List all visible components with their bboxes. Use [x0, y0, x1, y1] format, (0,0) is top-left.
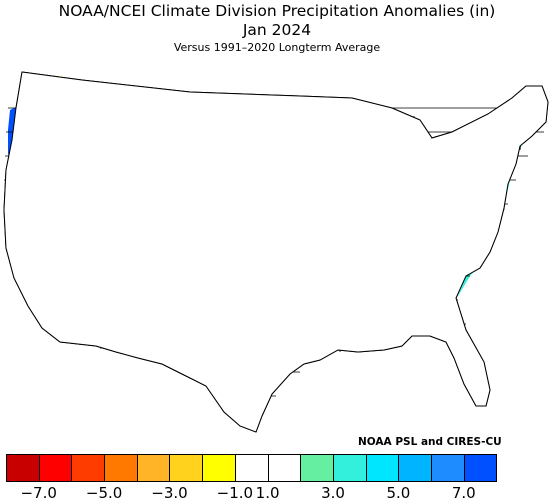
map-month: Jan 2024 [242, 21, 312, 39]
colorbar-swatch [463, 454, 498, 482]
colorbar-swatch [38, 454, 73, 482]
credit-label: NOAA PSL and CIRES-CU [358, 436, 502, 448]
colorbar-swatch [169, 454, 204, 482]
colorbar-tick-label: 3.0 [321, 484, 345, 502]
colorbar-swatch [71, 454, 106, 482]
colorbar-swatch [202, 454, 236, 482]
colorbar-tick-label: 5.0 [386, 484, 411, 502]
colorbar-swatch [365, 454, 400, 482]
colorbar-tick-label: −7.0 [20, 484, 57, 502]
colorbar-swatch [104, 454, 138, 482]
colorbar-tick-label: −1.0 [216, 484, 254, 502]
colorbar-swatch [136, 454, 171, 482]
colorbar-swatch [300, 454, 334, 482]
colorbar-swatch [398, 454, 432, 482]
colorbar-swatch [430, 454, 465, 482]
colorbar-tick-label: 1.0 [255, 484, 280, 502]
map-title: NOAA/NCEI Climate Division Precipitation… [58, 2, 496, 20]
colorbar-tick-label: −3.0 [151, 484, 188, 502]
colorbar [6, 454, 498, 482]
colorbar-swatch [332, 454, 367, 482]
colorbar-swatch [267, 454, 302, 482]
colorbar-swatch [6, 454, 40, 482]
map-subtitle: Versus 1991–2020 Longterm Average [173, 41, 381, 54]
colorbar-swatch [234, 454, 269, 482]
colorbar-tick-label: −5.0 [85, 484, 123, 502]
precipitation-anomaly-map [3, 71, 549, 433]
colorbar-ticks: −7.0 −5.0 −3.0 −1.0 1.0 3.0 5.0 7.0 [0, 484, 554, 504]
colorbar-tick-label: 7.0 [451, 484, 476, 502]
